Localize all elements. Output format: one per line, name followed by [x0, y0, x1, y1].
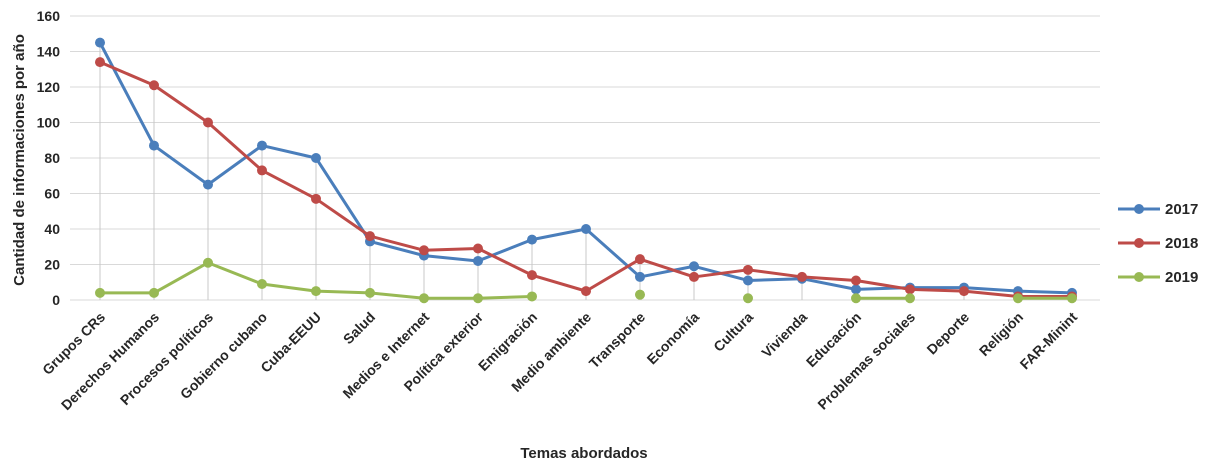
data-point: [311, 286, 321, 297]
data-point: [581, 286, 591, 297]
data-point: [689, 261, 699, 272]
x-tick-label: Cultura: [710, 309, 756, 355]
x-tick-label: Economía: [643, 309, 702, 368]
data-point: [419, 293, 429, 304]
data-point: [311, 153, 321, 163]
y-tick-label: 0: [52, 292, 60, 308]
y-tick-label: 40: [44, 221, 60, 237]
data-point: [95, 37, 105, 48]
x-tick-label: Deporte: [923, 309, 972, 358]
x-tick-label: FAR-Minint: [1017, 309, 1081, 373]
data-point: [527, 270, 537, 281]
x-tick-label: Transporte: [586, 309, 649, 372]
data-point: [95, 287, 105, 298]
y-axis-title: Cantidad de informaciones por año: [11, 34, 28, 286]
data-point: [689, 271, 699, 282]
x-tick-label: Derechos Humanos: [58, 309, 162, 413]
legend-item: 2019: [1118, 269, 1198, 286]
data-point: [905, 284, 915, 295]
data-point: [365, 231, 375, 242]
data-point: [635, 271, 645, 282]
data-point: [365, 287, 375, 298]
data-point: [203, 257, 213, 268]
data-point: [473, 243, 483, 254]
data-point: [203, 179, 213, 190]
data-point: [905, 293, 915, 304]
y-tick-label: 120: [37, 79, 61, 95]
data-point: [743, 275, 753, 286]
data-point: [95, 57, 105, 68]
x-tick-label: Salud: [340, 309, 378, 347]
data-point: [149, 287, 159, 298]
data-point: [257, 140, 267, 151]
data-point: [311, 193, 321, 204]
data-point: [797, 271, 807, 282]
y-tick-label: 140: [37, 44, 61, 60]
legend-item: 2018: [1118, 235, 1198, 252]
y-tick-label: 80: [44, 150, 60, 166]
legend-marker: [1134, 238, 1144, 248]
data-point: [743, 264, 753, 275]
y-tick-label: 20: [44, 257, 60, 273]
legend-label: 2018: [1165, 235, 1198, 252]
y-tick-label: 100: [37, 115, 61, 131]
data-point: [635, 289, 645, 300]
drop-lines: [99, 42, 1073, 300]
data-point: [851, 275, 861, 286]
data-point: [851, 284, 861, 295]
x-tick-label: Vivienda: [758, 309, 810, 361]
data-point: [851, 293, 861, 304]
series-2018: [95, 57, 1077, 302]
data-point: [635, 254, 645, 265]
data-point: [581, 224, 591, 234]
data-point: [527, 234, 537, 245]
data-point: [1013, 293, 1023, 304]
data-point: [257, 279, 267, 290]
series-2019: [95, 257, 1077, 304]
legend-label: 2017: [1165, 201, 1198, 218]
legend-marker: [1134, 272, 1144, 282]
y-tick-label: 60: [44, 186, 60, 202]
y-tick-label: 160: [37, 8, 61, 24]
legend-item: 2017: [1118, 201, 1198, 218]
series-group: [95, 37, 1077, 304]
x-tick-label: Problemas sociales: [814, 309, 918, 413]
data-point: [473, 293, 483, 304]
data-point: [149, 140, 159, 151]
legend-label: 2019: [1165, 269, 1198, 286]
data-point: [149, 80, 159, 91]
x-axis-title: Temas abordados: [520, 445, 647, 462]
gridlines: [70, 15, 1100, 301]
data-point: [743, 293, 753, 304]
data-point: [473, 255, 483, 266]
legend: 2017 2018 2019: [1118, 201, 1198, 286]
y-axis-ticks: 0 20 40 60 80 100 120 140 160: [37, 8, 61, 308]
x-tick-label: Procesos políticos: [117, 309, 216, 408]
data-point: [1067, 293, 1077, 304]
data-point: [527, 291, 537, 302]
data-point: [257, 165, 267, 176]
legend-marker: [1134, 204, 1144, 214]
data-point: [419, 245, 429, 256]
data-point: [203, 117, 213, 128]
data-point: [959, 286, 969, 297]
x-tick-label: Religión: [976, 309, 1026, 359]
